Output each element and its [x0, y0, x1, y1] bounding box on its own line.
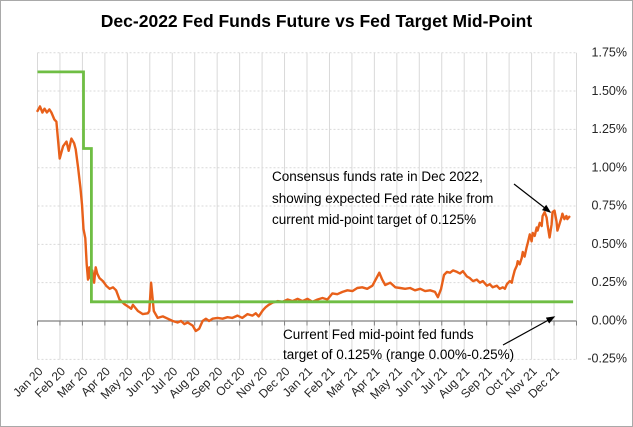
fed-funds-future-line	[36, 105, 571, 333]
chart-title: Dec-2022 Fed Funds Future vs Fed Target …	[100, 11, 533, 31]
y-tick-label: 1.75%	[592, 46, 627, 60]
annotation-line: target of 0.125% (range 0.00%-0.25%)	[283, 347, 515, 362]
annotation-line: Current Fed mid-point fed funds	[283, 327, 474, 342]
fed-target-midpoint-line	[37, 70, 574, 304]
arrow-layer	[502, 183, 556, 346]
grid-layer	[37, 52, 577, 360]
annotation-fed-target: Current Fed mid-point fed funds target o…	[283, 325, 514, 365]
annotation-line: current mid-point target of 0.125%	[272, 212, 477, 227]
y-tick-label: 1.25%	[592, 122, 627, 136]
y-tick-label: 0.75%	[592, 199, 627, 213]
x-axis-labels: Jan 20 Feb 20 Mar 20 Apr 20 May 20 Jun 2…	[10, 364, 562, 402]
y-axis-labels: 1.75% 1.50% 1.25% 1.00% 0.75% 0.50% 0.25…	[587, 46, 627, 366]
annotation-arrow	[513, 183, 552, 213]
annotation-line: Consensus funds rate in Dec 2022,	[272, 169, 483, 184]
y-tick-label: 0.00%	[592, 313, 627, 327]
y-tick-label: -0.25%	[587, 352, 627, 366]
annotation-line: showing expected Fed rate hike from	[272, 190, 494, 206]
y-tick-label: 1.00%	[592, 161, 627, 175]
annotation-arrow	[502, 316, 556, 346]
y-tick-label: 0.50%	[592, 237, 627, 251]
annotation-consensus-rate: Consensus funds rate in Dec 2022, showin…	[272, 166, 493, 231]
y-tick-label: 1.50%	[592, 84, 627, 98]
y-tick-label: 0.25%	[592, 275, 627, 289]
series-layer	[36, 70, 574, 333]
